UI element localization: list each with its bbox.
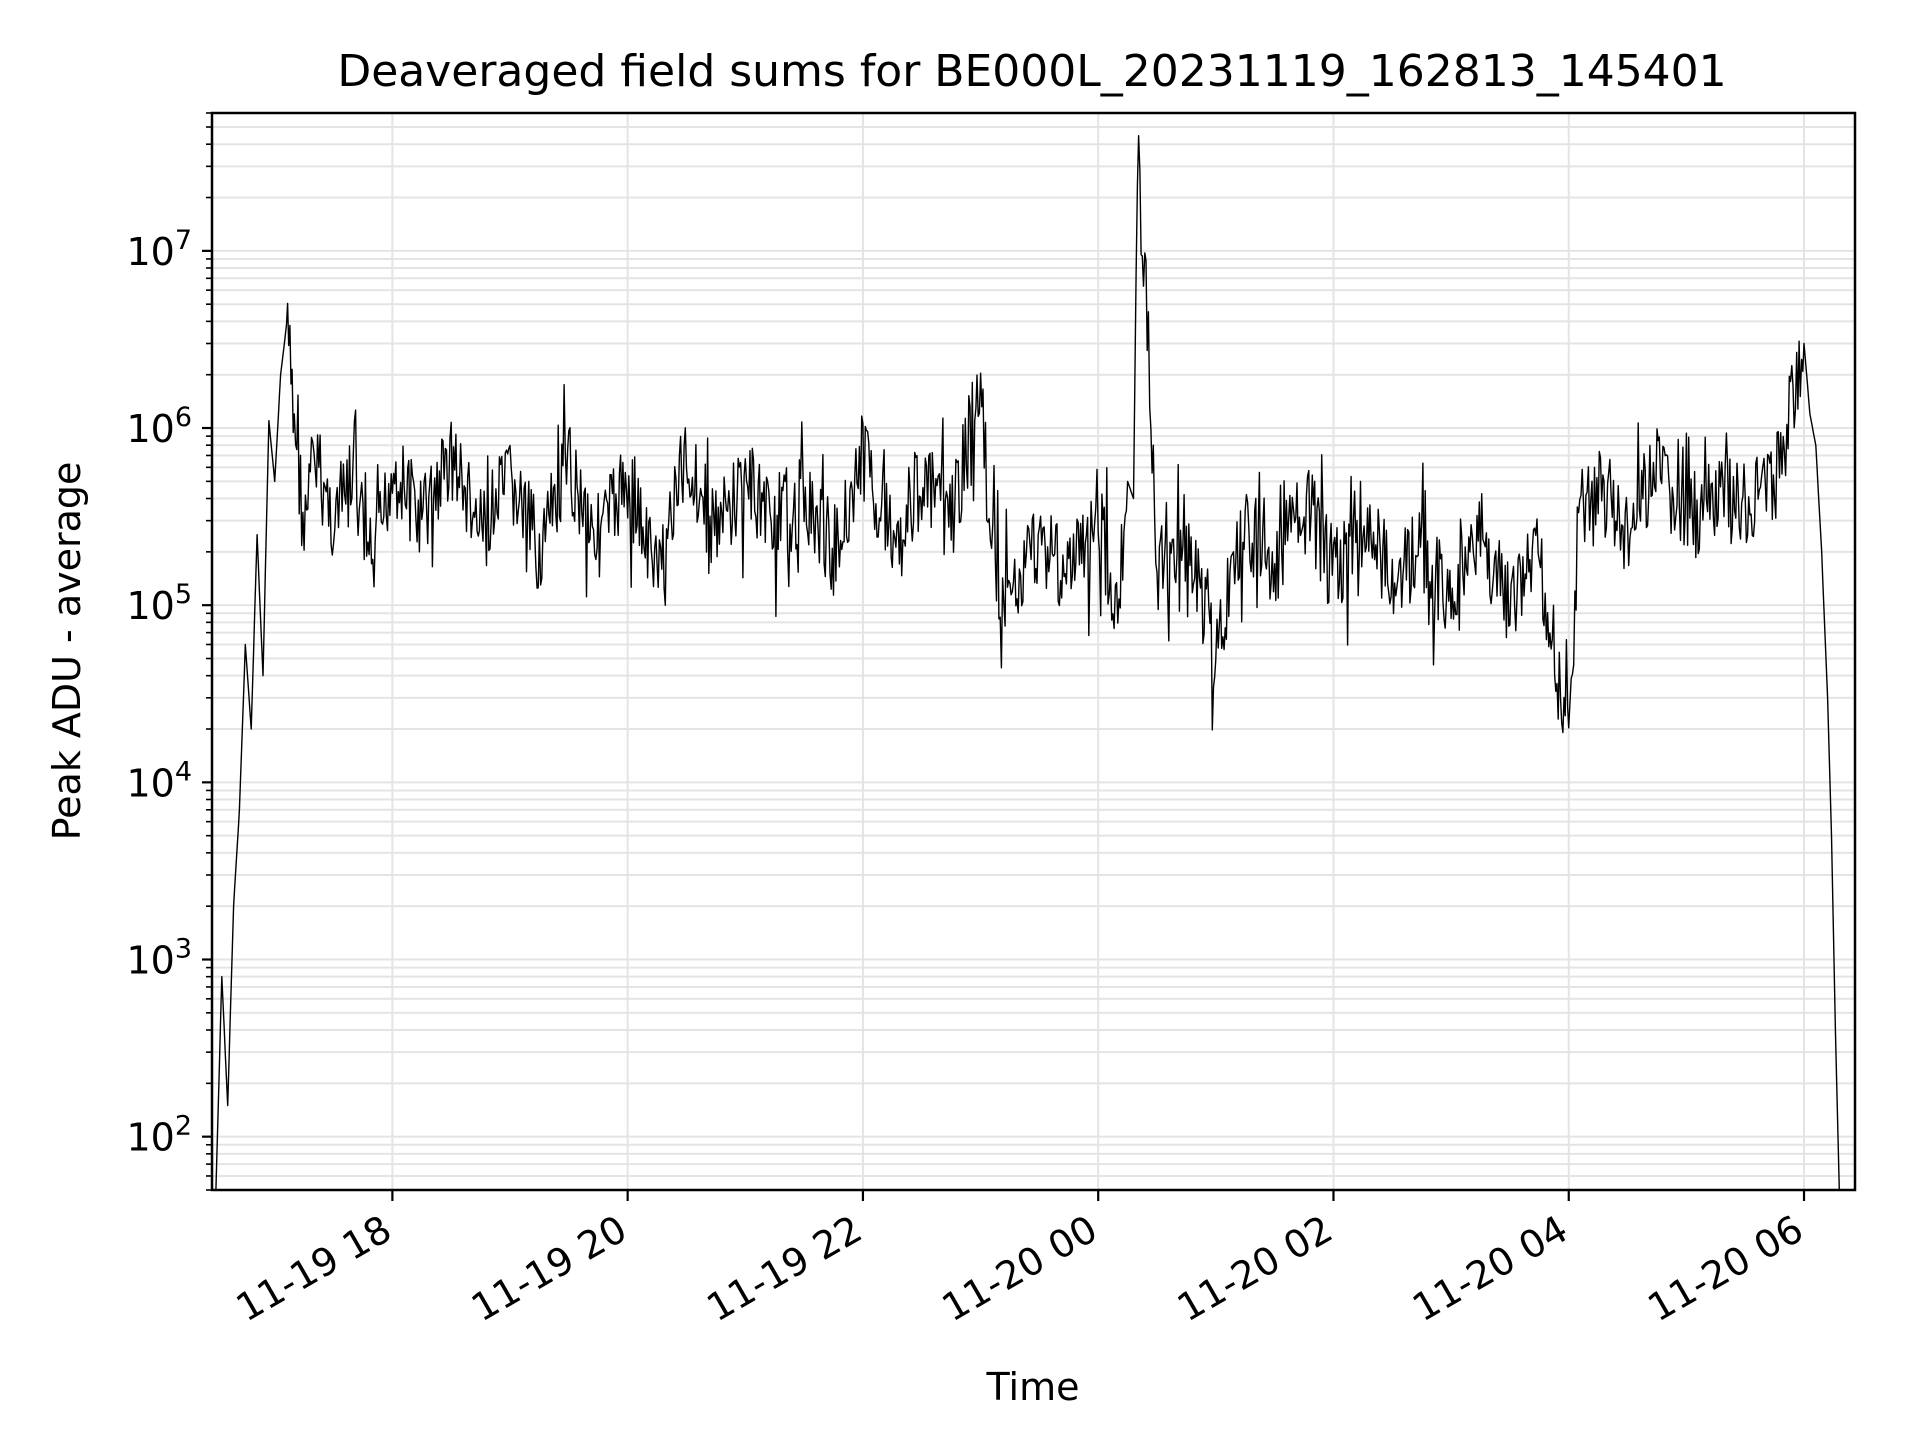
series-layer [215, 135, 1840, 1191]
y-tick-label: 103 [126, 934, 192, 983]
y-tick-label: 105 [126, 579, 192, 628]
y-tick-label: 102 [126, 1111, 192, 1160]
plot-frame [210, 111, 1857, 1192]
y-axis-label: Peak ADU - average [45, 462, 89, 841]
plot-background [212, 113, 1855, 1190]
y-tick-label: 106 [126, 402, 192, 451]
plot-area [210, 111, 1857, 1192]
y-axis: 102 103 104 105 106 107 [126, 112, 212, 1191]
y-tick-label: 104 [126, 756, 192, 805]
grid [212, 112, 1855, 1191]
series-line [215, 135, 1840, 1191]
y-tick-label: 107 [126, 225, 192, 274]
chart-title: Deaveraged field sums for BE000L_2023111… [337, 46, 1726, 97]
x-axis-label: Time [986, 1365, 1080, 1409]
